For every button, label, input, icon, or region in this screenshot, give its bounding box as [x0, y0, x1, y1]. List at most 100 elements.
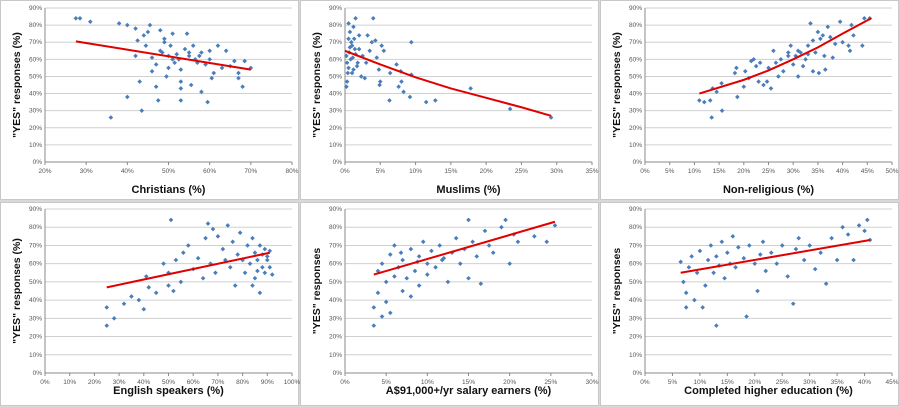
x-tick-label: 10% — [63, 379, 76, 386]
x-tick-label: 30% — [550, 168, 563, 175]
y-tick-label: 30% — [329, 108, 342, 115]
data-point — [125, 94, 130, 100]
y-tick-label: 70% — [29, 39, 42, 46]
data-point — [785, 53, 791, 59]
data-point — [242, 270, 248, 276]
data-point — [681, 279, 686, 285]
data-point — [387, 310, 393, 316]
data-point — [173, 257, 179, 263]
data-point — [719, 108, 725, 113]
x-tick-label: 20% — [38, 168, 51, 175]
y-tick-label: 60% — [329, 56, 342, 63]
trend-line — [75, 40, 251, 71]
data-point — [230, 239, 236, 245]
data-point — [200, 275, 206, 281]
data-point — [370, 15, 376, 21]
y-tick-label: 80% — [629, 22, 642, 29]
data-point — [252, 250, 258, 256]
data-point — [346, 36, 351, 42]
y-tick-label: 10% — [29, 142, 42, 149]
data-point — [381, 48, 387, 54]
data-point — [129, 294, 134, 299]
data-point — [213, 270, 218, 276]
data-point — [247, 261, 253, 266]
data-point — [219, 65, 225, 71]
y-tick-label: 20% — [629, 334, 642, 341]
y-tick-label: 80% — [329, 22, 342, 29]
y-tick-label: 10% — [29, 352, 42, 359]
data-point — [683, 290, 689, 296]
y-tick-label: 30% — [29, 108, 42, 115]
data-point — [865, 217, 870, 223]
x-tick-label: 15% — [462, 379, 475, 386]
data-point — [394, 62, 399, 67]
y-tick-label: 80% — [29, 22, 42, 29]
data-point — [423, 99, 429, 105]
data-point — [486, 243, 492, 248]
x-tick-label: 20% — [480, 168, 493, 175]
data-point — [346, 65, 351, 71]
data-point — [383, 279, 389, 285]
data-point — [753, 63, 759, 69]
x-tick-label: 30% — [585, 379, 598, 386]
y-axis-label: "YES" responses — [611, 248, 623, 335]
x-tick-label: 80% — [236, 379, 249, 386]
data-point — [420, 239, 426, 245]
data-point — [207, 48, 212, 54]
data-point — [116, 21, 122, 26]
data-point — [805, 51, 811, 57]
y-tick-label: 60% — [329, 261, 342, 268]
data-point — [810, 38, 816, 43]
data-point — [376, 67, 382, 72]
y-tick-label: 0% — [33, 370, 43, 377]
data-point — [111, 316, 117, 321]
trend-line — [344, 49, 552, 117]
data-point — [507, 261, 512, 266]
data-point — [171, 288, 176, 294]
data-point — [387, 252, 393, 257]
data-point — [135, 38, 140, 43]
data-point — [345, 70, 351, 76]
data-point — [157, 27, 163, 33]
data-point — [816, 70, 822, 76]
data-point — [170, 57, 175, 62]
data-point — [705, 257, 711, 263]
y-tick-label: 20% — [29, 334, 42, 341]
data-point — [846, 43, 851, 48]
scatter-panel: 0% 10% 20% 30% 40% 50% 60% 70% 80% 90% 0% 10% 20% 30%… — [0, 202, 300, 406]
data-point — [209, 75, 215, 81]
data-point — [155, 98, 161, 103]
data-point — [407, 94, 413, 100]
trend-line — [106, 251, 270, 289]
data-point — [236, 70, 241, 76]
y-tick-label: 40% — [29, 297, 42, 304]
x-tick-label: 0% — [40, 379, 50, 386]
data-point — [813, 50, 818, 55]
data-point — [153, 62, 159, 67]
data-point — [815, 29, 821, 35]
data-point — [751, 57, 756, 62]
data-point — [367, 48, 372, 54]
data-point — [776, 74, 781, 79]
y-tick-label: 90% — [29, 206, 42, 213]
data-point — [722, 275, 727, 281]
y-tick-label: 20% — [329, 334, 342, 341]
data-point — [371, 305, 377, 310]
data-point — [757, 252, 763, 257]
data-point — [851, 257, 856, 263]
x-tick-label: 70% — [244, 168, 257, 175]
data-point — [689, 254, 694, 259]
data-point — [499, 224, 504, 230]
data-point — [262, 270, 268, 276]
data-point — [352, 46, 358, 52]
data-point — [800, 63, 806, 69]
data-point — [470, 239, 475, 245]
data-point — [199, 50, 204, 55]
data-point — [793, 246, 799, 252]
scatter-chart: 0% 10% 20% 30% 40% 50% 60% 70% 80% 90% 0% 5% 10% 15% 2… — [611, 206, 899, 397]
data-point — [185, 243, 191, 248]
data-point — [153, 84, 159, 90]
data-point — [714, 323, 719, 328]
data-point — [232, 283, 238, 288]
x-tick-label: 25% — [776, 379, 789, 386]
